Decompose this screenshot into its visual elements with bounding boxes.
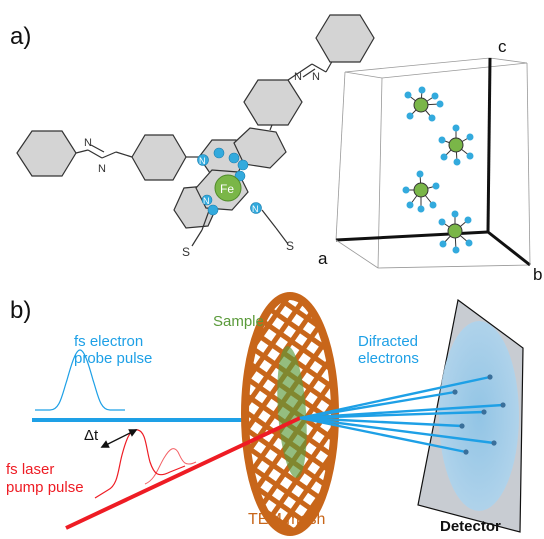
pump-label-1: fs laser [6, 461, 54, 478]
n-label-1: N [199, 156, 206, 166]
diffracted-label-2: electrons [358, 350, 419, 367]
azo-n-left-2: N [98, 163, 106, 175]
laser-pulse-profile-2 [144, 448, 197, 485]
axis-a-label: a [318, 249, 328, 268]
sulfur-right: S [286, 239, 294, 253]
cell-molecule-1 [404, 86, 444, 122]
probe-label-2: probe pulse [74, 350, 152, 367]
sample-label: Sample [213, 313, 264, 330]
phenyl-ring-upper [243, 79, 303, 126]
cell-molecule-4 [438, 210, 473, 254]
phenyl-ring-top [315, 14, 375, 63]
detector-label: Detector [440, 518, 501, 535]
n-label-2: N [203, 196, 210, 206]
diffracted-label-1: Difracted [358, 333, 418, 350]
molecule: N N N N S S [16, 14, 375, 259]
phenyl-ring-left [16, 130, 77, 177]
laser-pulse-profile [94, 429, 186, 499]
axis-c-label: c [498, 37, 507, 56]
diffraction-pattern [439, 321, 519, 511]
azo-n-left-1: N [84, 137, 92, 149]
nitrogen-labels: N N N [199, 156, 259, 214]
electron-pulse-profile [35, 349, 125, 411]
azo-n-top-1: N [294, 71, 302, 83]
pump-label-2: pump pulse [6, 479, 84, 496]
phenyl-ring-middle [131, 134, 187, 181]
delay-arrow [100, 429, 138, 448]
cell-molecule-3 [402, 170, 440, 213]
panel-a-label: a) [10, 23, 31, 50]
panel-b-label: b) [10, 297, 31, 324]
fe-atom [214, 174, 242, 202]
unit-cell [335, 57, 531, 269]
delay-label: Δt [84, 427, 99, 444]
n-label-3: N [252, 204, 259, 214]
laser-beam [65, 416, 301, 530]
azo-n-top-2: N [312, 71, 320, 83]
axis-b-label: b [533, 265, 542, 284]
sample [277, 346, 307, 478]
cell-molecule-2 [438, 124, 474, 166]
sulfur-left: S [182, 245, 190, 259]
probe-label-1: fs electron [74, 333, 143, 350]
diffraction-spots [452, 374, 506, 455]
cell-molecules [402, 86, 474, 254]
fe-label: Fe [220, 182, 234, 196]
mesh-label: TEM mesh [248, 511, 325, 528]
diffracted-beams [299, 375, 504, 454]
